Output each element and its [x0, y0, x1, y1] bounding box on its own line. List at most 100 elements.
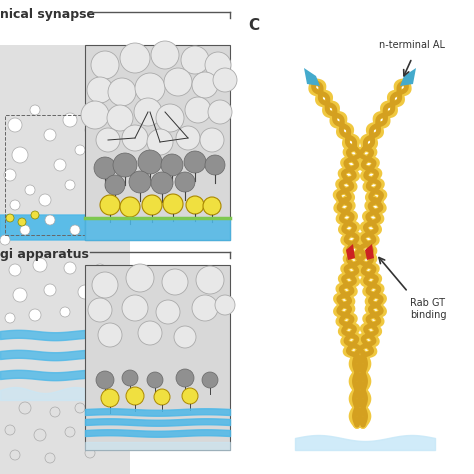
Circle shape: [92, 272, 118, 298]
Circle shape: [5, 425, 15, 435]
Circle shape: [85, 125, 95, 135]
Circle shape: [138, 321, 162, 345]
Circle shape: [44, 284, 56, 296]
Circle shape: [34, 429, 46, 441]
Circle shape: [75, 145, 85, 155]
Circle shape: [108, 78, 136, 106]
FancyBboxPatch shape: [85, 45, 230, 240]
Text: nical synapse: nical synapse: [0, 8, 95, 21]
Circle shape: [78, 285, 92, 299]
Circle shape: [176, 369, 194, 387]
Circle shape: [200, 128, 224, 152]
Circle shape: [87, 77, 113, 103]
Circle shape: [122, 295, 148, 321]
Circle shape: [151, 41, 179, 69]
Polygon shape: [85, 218, 230, 240]
Circle shape: [85, 448, 95, 458]
Circle shape: [192, 72, 218, 98]
FancyBboxPatch shape: [0, 239, 130, 474]
Circle shape: [162, 269, 188, 295]
Circle shape: [163, 194, 183, 214]
Polygon shape: [304, 68, 320, 86]
Circle shape: [182, 388, 198, 404]
Circle shape: [164, 68, 192, 96]
Circle shape: [98, 323, 122, 347]
Circle shape: [120, 197, 140, 217]
Circle shape: [174, 326, 196, 348]
Circle shape: [6, 214, 14, 222]
Circle shape: [13, 288, 27, 302]
Circle shape: [203, 197, 221, 215]
Circle shape: [95, 170, 105, 180]
Circle shape: [122, 370, 138, 386]
Circle shape: [88, 298, 112, 322]
Circle shape: [10, 450, 20, 460]
Circle shape: [135, 73, 165, 103]
Circle shape: [185, 97, 211, 123]
Circle shape: [202, 372, 218, 388]
Circle shape: [175, 172, 195, 192]
Polygon shape: [0, 215, 130, 240]
Circle shape: [63, 113, 77, 127]
Circle shape: [126, 264, 154, 292]
Text: gi apparatus: gi apparatus: [0, 248, 89, 261]
Circle shape: [65, 180, 75, 190]
Circle shape: [18, 218, 26, 226]
Circle shape: [20, 225, 30, 235]
Circle shape: [25, 185, 35, 195]
Circle shape: [8, 118, 22, 132]
Circle shape: [89, 310, 101, 322]
Circle shape: [105, 175, 125, 195]
Circle shape: [0, 235, 10, 245]
Polygon shape: [400, 68, 416, 86]
Circle shape: [208, 100, 232, 124]
Circle shape: [75, 403, 85, 413]
Circle shape: [196, 266, 224, 294]
Circle shape: [45, 215, 55, 225]
Circle shape: [205, 155, 225, 175]
FancyBboxPatch shape: [85, 265, 230, 450]
Circle shape: [44, 129, 56, 141]
Circle shape: [65, 427, 75, 437]
FancyBboxPatch shape: [0, 45, 130, 240]
Circle shape: [205, 52, 231, 78]
Circle shape: [12, 147, 28, 163]
Circle shape: [64, 262, 76, 274]
Circle shape: [94, 264, 106, 276]
Circle shape: [181, 46, 209, 74]
Circle shape: [4, 169, 16, 181]
Circle shape: [96, 128, 120, 152]
Circle shape: [54, 159, 66, 171]
Circle shape: [129, 171, 151, 193]
Circle shape: [10, 200, 20, 210]
Circle shape: [138, 150, 162, 174]
Circle shape: [30, 105, 40, 115]
Circle shape: [161, 154, 183, 176]
Circle shape: [50, 407, 60, 417]
Circle shape: [147, 129, 173, 155]
Circle shape: [39, 194, 51, 206]
Circle shape: [107, 105, 133, 131]
Circle shape: [45, 453, 55, 463]
Circle shape: [31, 211, 39, 219]
Circle shape: [5, 313, 15, 323]
Circle shape: [81, 101, 109, 129]
Circle shape: [19, 402, 31, 414]
Text: C: C: [248, 18, 259, 33]
Circle shape: [94, 157, 116, 179]
Circle shape: [60, 307, 70, 317]
Circle shape: [156, 104, 184, 132]
Circle shape: [106, 221, 114, 229]
Circle shape: [91, 51, 119, 79]
Circle shape: [213, 68, 237, 92]
Circle shape: [126, 387, 144, 405]
Text: n-terminal AL: n-terminal AL: [379, 40, 445, 50]
Circle shape: [134, 98, 162, 126]
Circle shape: [100, 195, 120, 215]
Circle shape: [151, 172, 173, 194]
Circle shape: [100, 205, 110, 215]
Circle shape: [29, 309, 41, 321]
Circle shape: [192, 295, 218, 321]
Circle shape: [33, 258, 47, 272]
Circle shape: [184, 151, 206, 173]
